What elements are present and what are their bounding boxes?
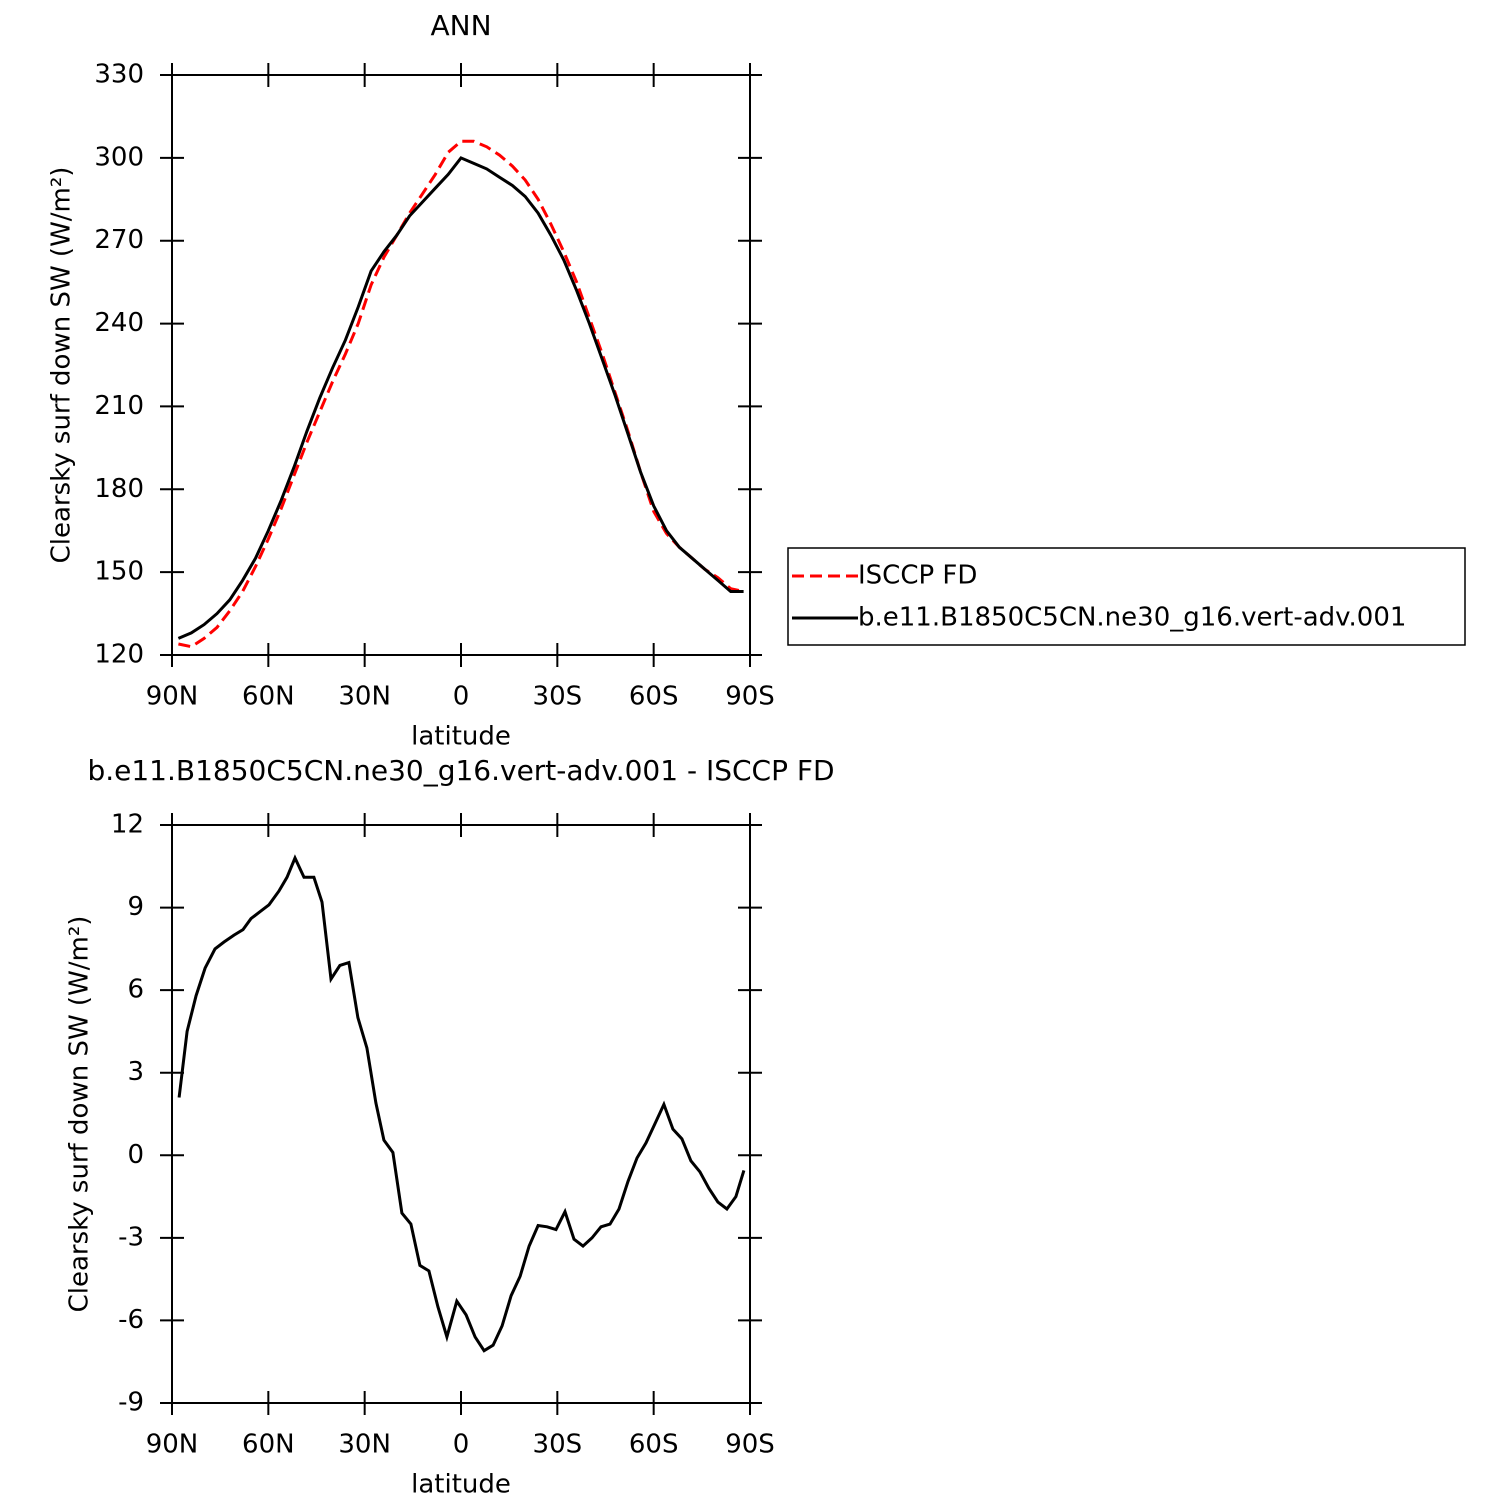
legend-label: ISCCP FD bbox=[858, 561, 977, 591]
y-tick-label: 9 bbox=[127, 892, 144, 922]
x-tick-label: 60N bbox=[242, 682, 295, 712]
y-tick-label: 3 bbox=[127, 1057, 144, 1087]
y-tick-label: -6 bbox=[118, 1305, 144, 1335]
chart-title: ANN bbox=[430, 9, 491, 42]
x-tick-label: 60S bbox=[629, 1430, 679, 1460]
y-tick-label: -9 bbox=[118, 1388, 144, 1418]
y-tick-label: 300 bbox=[94, 142, 144, 172]
chart-title: b.e11.B1850C5CN.ne30_g16.vert-adv.001 - … bbox=[87, 754, 834, 787]
plot-frame bbox=[171, 74, 751, 656]
x-tick-label: 30N bbox=[338, 1430, 391, 1460]
x-tick-label: 90N bbox=[146, 1430, 199, 1460]
y-axis-label: Clearsky surf down SW (W/m²) bbox=[65, 916, 95, 1313]
data-line bbox=[177, 854, 746, 1353]
y-tick-label: 12 bbox=[111, 810, 144, 840]
y-tick-label: 120 bbox=[94, 640, 144, 670]
x-axis-label: latitude bbox=[411, 1470, 511, 1500]
data-line bbox=[178, 139, 744, 649]
y-tick-label: 0 bbox=[127, 1140, 144, 1170]
x-tick-label: 60S bbox=[629, 682, 679, 712]
x-tick-label: 0 bbox=[453, 1430, 470, 1460]
y-tick-label: 180 bbox=[94, 474, 144, 504]
x-tick-label: 30S bbox=[533, 1430, 583, 1460]
x-tick-label: 90N bbox=[146, 682, 199, 712]
y-tick-label: 270 bbox=[94, 225, 144, 255]
x-tick-label: 90S bbox=[725, 1430, 775, 1460]
y-tick-label: 240 bbox=[94, 308, 144, 338]
y-tick-label: 150 bbox=[94, 557, 144, 587]
data-line bbox=[177, 156, 744, 640]
y-axis-label: Clearsky surf down SW (W/m²) bbox=[47, 167, 77, 564]
legend-box bbox=[787, 547, 1466, 646]
x-tick-label: 60N bbox=[242, 1430, 295, 1460]
x-tick-label: 30S bbox=[533, 682, 583, 712]
x-tick-label: 90S bbox=[725, 682, 775, 712]
y-tick-label: 210 bbox=[94, 391, 144, 421]
legend-label: b.e11.B1850C5CN.ne30_g16.vert-adv.001 bbox=[858, 603, 1406, 633]
y-tick-label: 330 bbox=[94, 60, 144, 90]
y-tick-label: 6 bbox=[127, 975, 144, 1005]
x-tick-label: 30N bbox=[338, 682, 391, 712]
y-tick-label: -3 bbox=[118, 1222, 144, 1252]
plot-frame bbox=[171, 824, 751, 1404]
x-tick-label: 0 bbox=[453, 682, 470, 712]
x-axis-label: latitude bbox=[411, 722, 511, 752]
